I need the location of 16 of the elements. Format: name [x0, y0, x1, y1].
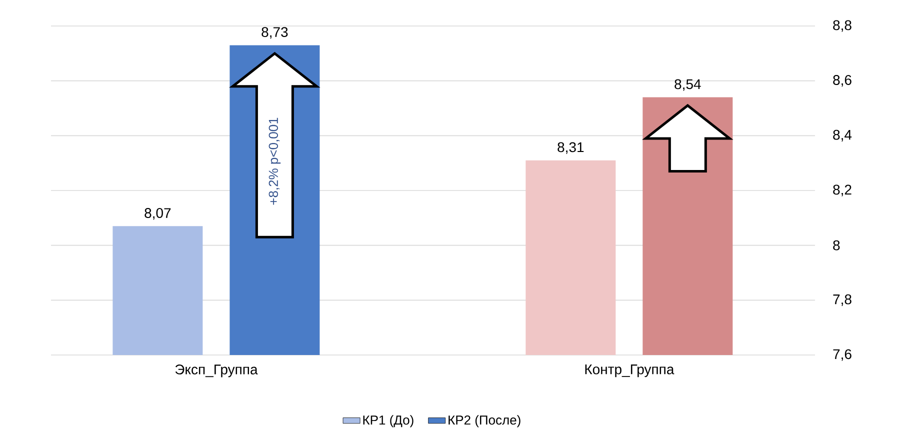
- x-tick-label: Эксп_Группа: [175, 364, 258, 378]
- legend-label: КР1 (До): [363, 415, 414, 428]
- legend-label: КР2 (После): [448, 415, 520, 428]
- y-tick-label: 7,8: [833, 294, 852, 306]
- y-tick-label: 8,4: [833, 130, 852, 142]
- x-tick-label: Контр_Группа: [585, 364, 674, 378]
- data-label: 8,73: [262, 27, 288, 39]
- y-tick-label: 7,6: [833, 349, 852, 361]
- annotation: +8,2% p<0,001: [268, 118, 281, 205]
- data-label: 8,07: [144, 208, 171, 220]
- data-label: 8,54: [674, 79, 701, 91]
- y-tick-label: 8,6: [833, 75, 852, 87]
- data-label: 8,31: [558, 142, 584, 154]
- y-tick-label: 8,2: [833, 184, 852, 196]
- y-tick-label: 8: [833, 240, 840, 250]
- y-tick-label: 8,8: [833, 20, 852, 32]
